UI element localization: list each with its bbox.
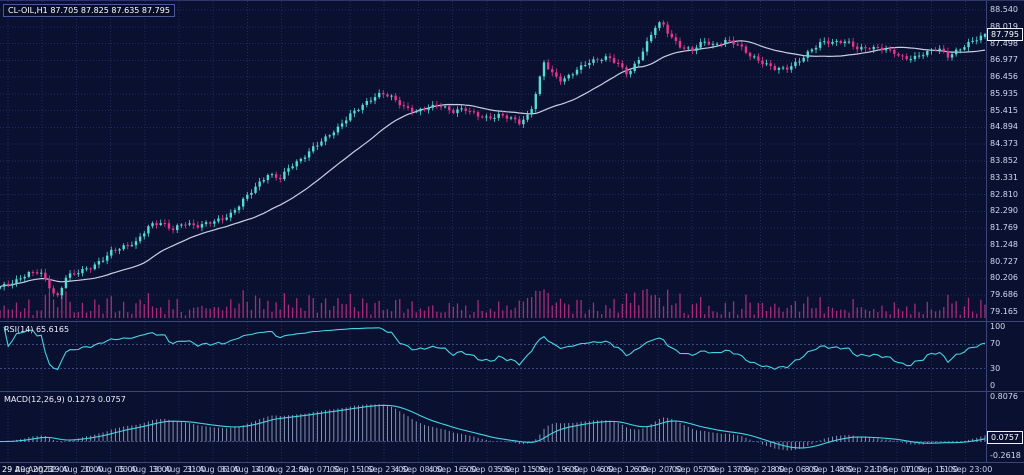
time-tick: 8 Sep 22:00: [838, 465, 888, 474]
rsi-label: RSI(14) 65.6165: [4, 325, 70, 334]
time-tick: 7 Sep 21:00: [736, 465, 785, 474]
time-tick: 5 Sep 19:00: [531, 465, 580, 474]
time-tick: 31 Aug 14:00: [220, 465, 275, 474]
macd-value-tag: 0.0757: [987, 431, 1023, 445]
macd-label: MACD(12,26,9) 0.1273 0.0757: [4, 395, 126, 404]
macd-axis[interactable]: 0.8076 -0.2618 0.0757: [986, 392, 1024, 462]
price-tick: 88.540: [990, 5, 1018, 14]
time-tick: 1 Sep 15:00: [325, 465, 375, 474]
chart-title-text: CL-OIL,H1 87.705 87.825 87.635 87.795: [8, 6, 170, 15]
macd-chart[interactable]: [0, 392, 986, 462]
price-tick: 85.935: [990, 88, 1018, 98]
time-tick: 11 Sep 07:00: [870, 465, 924, 474]
time-tick: 29 Aug 12:00: [15, 465, 70, 474]
time-tick: 7 Sep 05:00: [667, 465, 717, 474]
time-tick: 29 Aug 2023: [2, 465, 54, 474]
time-tick: 6 Sep 20:00: [633, 465, 682, 474]
time-tick: 4 Sep 08:00: [394, 465, 443, 474]
price-tick: 80.727: [990, 256, 1018, 266]
price-axis[interactable]: 88.540 88.019 87.498 86.977 86.456 85.935 85.4…: [986, 1, 1024, 321]
price-tick: 88.019: [990, 21, 1018, 31]
rsi-chart[interactable]: [0, 322, 986, 391]
price-tick: 84.894: [990, 122, 1018, 132]
rsi-axis[interactable]: 100 70 30 0: [986, 322, 1024, 391]
price-tick: 79.165: [990, 307, 1018, 316]
time-axis[interactable]: 29 Aug 2023 29 Aug 12:00 29 Aug 20:00 30 Au…: [0, 462, 1024, 475]
rsi-tick: 100: [990, 322, 1006, 331]
price-tick: 83.852: [990, 156, 1018, 166]
current-price-tag: 87.795: [987, 27, 1023, 41]
candlestick-chart[interactable]: [0, 1, 986, 321]
price-tick: 83.331: [990, 172, 1018, 182]
time-tick: 1 Sep 23:00: [360, 465, 409, 474]
time-tick: 8 Sep 14:00: [804, 465, 853, 474]
time-tick: 11 Sep 23:00: [938, 465, 993, 474]
time-tick: 5 Sep 03:00: [462, 465, 511, 474]
time-tick: 30 Aug 05:00: [83, 465, 138, 474]
time-tick: 30 Aug 21:00: [152, 465, 206, 474]
time-tick: 6 Sep 12:00: [599, 465, 648, 474]
price-tick: 86.456: [990, 72, 1018, 82]
rsi-tick: 30: [990, 363, 1001, 373]
price-tick: 80.206: [990, 273, 1018, 283]
rsi-tick: 70: [990, 339, 1001, 349]
time-tick: 4 Sep 16:00: [428, 465, 477, 474]
time-tick: 6 Sep 04:00: [565, 465, 614, 474]
price-tick: 81.248: [990, 239, 1018, 249]
price-tick: 85.415: [990, 105, 1018, 115]
time-tick: 7 Sep 13:00: [702, 465, 751, 474]
macd-tick: -0.2618: [990, 451, 1021, 460]
time-tick: 11 Sep 15:00: [904, 465, 959, 474]
chart-title: CL-OIL,H1 87.705 87.825 87.635 87.795: [3, 4, 175, 17]
price-tick: 82.290: [990, 206, 1018, 216]
time-tick: 1 Sep 07:00: [291, 465, 340, 474]
price-tick: 87.498: [990, 38, 1018, 48]
price-tick: 79.686: [990, 290, 1018, 300]
time-tick: 5 Sep 11:00: [496, 465, 546, 474]
price-panel: 88.540 88.019 87.498 86.977 86.456 85.935 85.4…: [0, 1, 1024, 321]
time-tick: 29 Aug 20:00: [49, 465, 104, 474]
time-tick: 31 Aug 22:00: [254, 465, 309, 474]
macd-panel: 0.8076 -0.2618 0.0757 MACD(12,26,9) 0.1273…: [0, 391, 1024, 462]
price-tick: 82.810: [990, 189, 1018, 199]
time-tick: 31 Aug 06:00: [186, 465, 241, 474]
price-tick: 81.769: [990, 223, 1018, 233]
rsi-panel: 100 70 30 0 RSI(14) 65.6165: [0, 321, 1024, 391]
macd-tick: 0.8076: [990, 392, 1018, 401]
price-tick: 86.977: [990, 55, 1018, 65]
rsi-tick: 0: [990, 381, 996, 390]
price-tick: 84.373: [990, 139, 1018, 149]
time-tick: 30 Aug 13:00: [117, 465, 172, 474]
time-tick: 8 Sep 06:00: [770, 465, 819, 474]
